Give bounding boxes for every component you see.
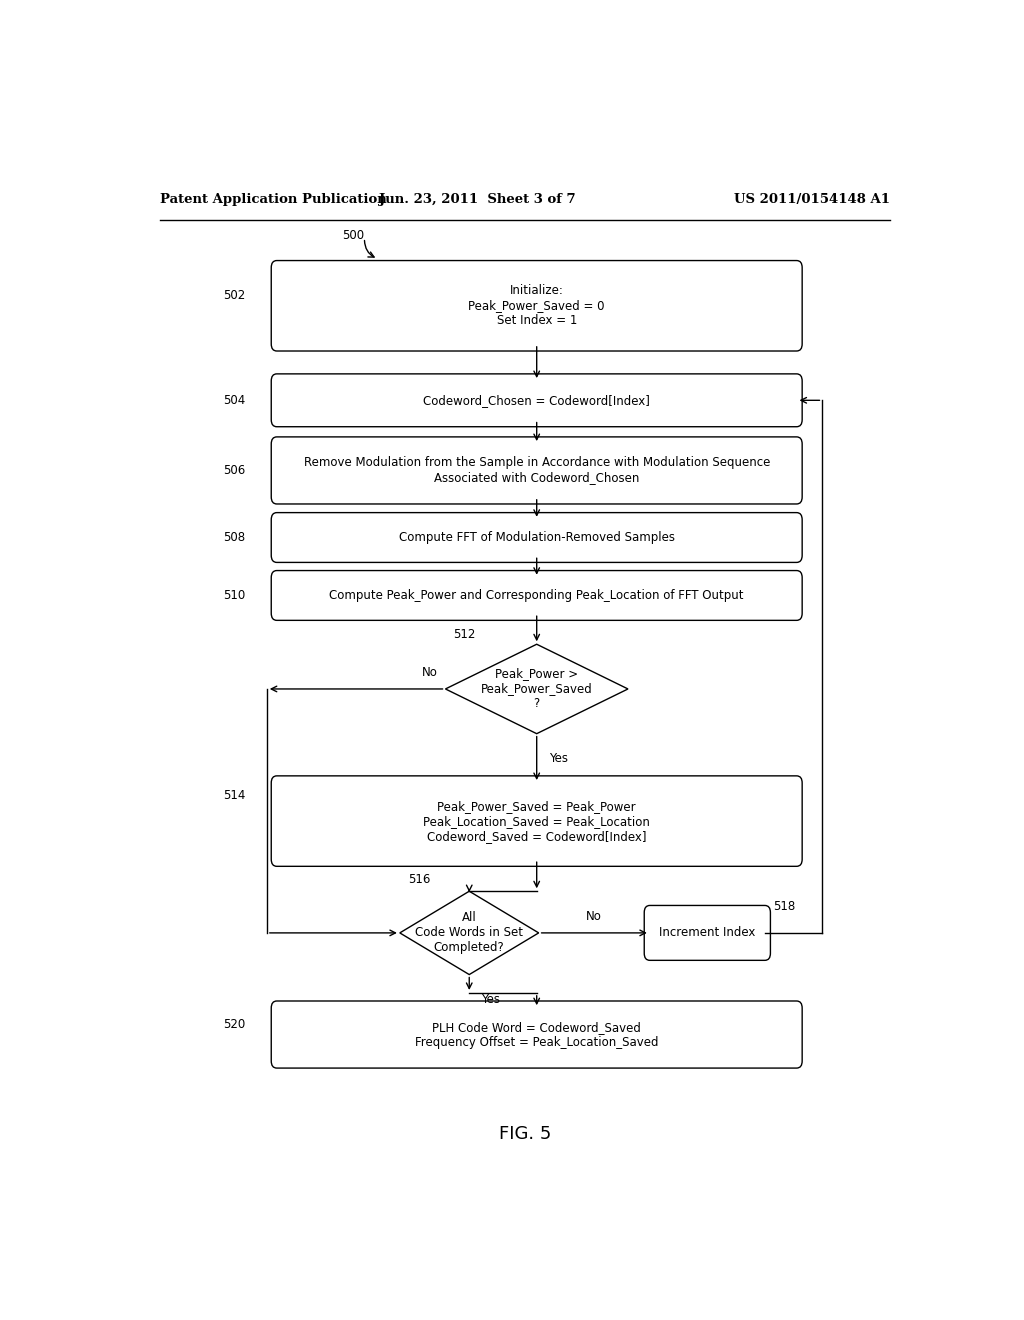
Text: No: No xyxy=(587,909,602,923)
Text: No: No xyxy=(422,667,437,680)
Text: Jun. 23, 2011  Sheet 3 of 7: Jun. 23, 2011 Sheet 3 of 7 xyxy=(379,193,575,206)
Text: Yes: Yes xyxy=(481,994,500,1006)
FancyBboxPatch shape xyxy=(271,260,802,351)
FancyBboxPatch shape xyxy=(271,776,802,866)
Text: All
Code Words in Set
Completed?: All Code Words in Set Completed? xyxy=(416,911,523,954)
Text: Peak_Power >
Peak_Power_Saved
?: Peak_Power > Peak_Power_Saved ? xyxy=(481,668,593,710)
Text: 502: 502 xyxy=(223,289,246,302)
Text: PLH Code Word = Codeword_Saved
Frequency Offset = Peak_Location_Saved: PLH Code Word = Codeword_Saved Frequency… xyxy=(415,1020,658,1048)
Text: 500: 500 xyxy=(342,230,365,242)
Text: 506: 506 xyxy=(223,463,246,477)
Text: Codeword_Chosen = Codeword[Index]: Codeword_Chosen = Codeword[Index] xyxy=(423,393,650,407)
Text: 518: 518 xyxy=(773,900,795,913)
Text: 504: 504 xyxy=(223,393,246,407)
Text: 514: 514 xyxy=(223,789,246,803)
Text: 512: 512 xyxy=(454,627,476,640)
Text: Increment Index: Increment Index xyxy=(659,927,756,940)
FancyBboxPatch shape xyxy=(271,512,802,562)
FancyBboxPatch shape xyxy=(271,570,802,620)
Text: Yes: Yes xyxy=(549,752,567,764)
Polygon shape xyxy=(445,644,628,734)
Text: Compute FFT of Modulation-Removed Samples: Compute FFT of Modulation-Removed Sample… xyxy=(398,531,675,544)
FancyBboxPatch shape xyxy=(644,906,770,961)
FancyBboxPatch shape xyxy=(271,1001,802,1068)
Text: US 2011/0154148 A1: US 2011/0154148 A1 xyxy=(734,193,890,206)
Text: FIG. 5: FIG. 5 xyxy=(499,1125,551,1143)
Text: Initialize:
Peak_Power_Saved = 0
Set Index = 1: Initialize: Peak_Power_Saved = 0 Set Ind… xyxy=(468,284,605,327)
Text: Compute Peak_Power and Corresponding Peak_Location of FFT Output: Compute Peak_Power and Corresponding Pea… xyxy=(330,589,744,602)
Text: 516: 516 xyxy=(408,873,430,886)
FancyBboxPatch shape xyxy=(271,437,802,504)
Text: Peak_Power_Saved = Peak_Power
Peak_Location_Saved = Peak_Location
Codeword_Saved: Peak_Power_Saved = Peak_Power Peak_Locat… xyxy=(423,800,650,842)
Polygon shape xyxy=(399,891,539,974)
Text: 508: 508 xyxy=(223,531,246,544)
Text: Patent Application Publication: Patent Application Publication xyxy=(160,193,386,206)
Text: 520: 520 xyxy=(223,1018,246,1031)
FancyBboxPatch shape xyxy=(271,374,802,426)
Text: 510: 510 xyxy=(223,589,246,602)
Text: Remove Modulation from the Sample in Accordance with Modulation Sequence
Associa: Remove Modulation from the Sample in Acc… xyxy=(303,457,770,484)
